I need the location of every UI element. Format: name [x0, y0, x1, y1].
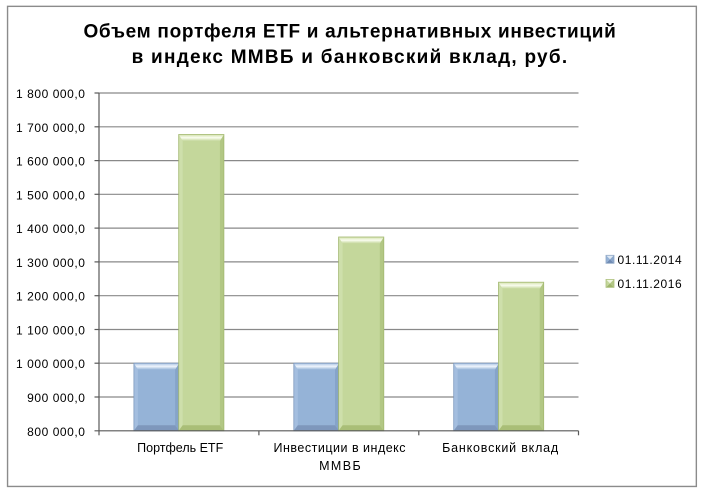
svg-text:01.11.2016: 01.11.2016 — [618, 277, 683, 291]
svg-text:Объем портфеля ETF и альтернат: Объем портфеля ETF и альтернативных инве… — [83, 21, 616, 42]
svg-text:1 000 000,0: 1 000 000,0 — [16, 357, 85, 371]
svg-text:Портфель ETF: Портфель ETF — [137, 441, 223, 455]
svg-text:1 600 000,0: 1 600 000,0 — [16, 155, 85, 169]
svg-text:900 000,0: 900 000,0 — [27, 391, 85, 405]
svg-text:01.11.2014: 01.11.2014 — [618, 253, 683, 267]
svg-text:в индекс ММВБ и банковский вкл: в индекс ММВБ и банковский вклад, руб. — [132, 47, 569, 68]
svg-text:1 700 000,0: 1 700 000,0 — [16, 121, 85, 135]
svg-text:1 800 000,0: 1 800 000,0 — [16, 87, 85, 101]
svg-text:ММВБ: ММВБ — [319, 459, 362, 473]
svg-text:1 300 000,0: 1 300 000,0 — [16, 256, 85, 270]
svg-text:800 000,0: 800 000,0 — [27, 425, 85, 439]
svg-text:1 400 000,0: 1 400 000,0 — [16, 222, 85, 236]
svg-text:Инвестиции в индекс: Инвестиции в индекс — [274, 441, 407, 455]
svg-text:1 200 000,0: 1 200 000,0 — [16, 290, 85, 304]
svg-text:1 100 000,0: 1 100 000,0 — [16, 324, 85, 338]
svg-text:Банковский вклад: Банковский вклад — [442, 441, 559, 455]
svg-text:1 500 000,0: 1 500 000,0 — [16, 188, 85, 202]
